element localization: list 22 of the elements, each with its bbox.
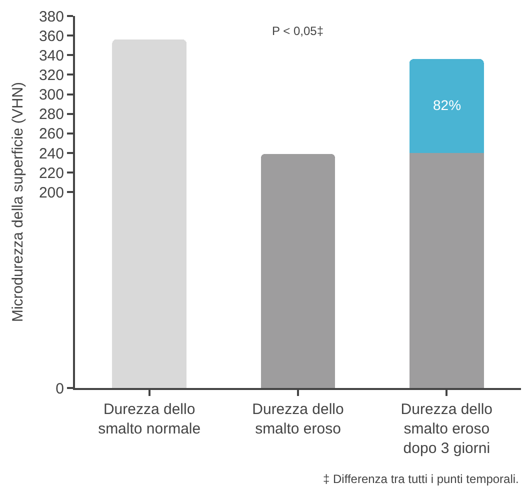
- bar: [112, 39, 186, 388]
- y-tick-label: 280: [38, 106, 64, 124]
- y-tick-label: 260: [38, 126, 64, 143]
- x-tick-label: Durezza dello smalto eroso dopo 3 giorni: [400, 401, 493, 457]
- y-axis-title: Microdurezza della superficie (VHN): [10, 82, 27, 322]
- annotation: P < 0,05‡: [272, 24, 324, 38]
- y-tick-label: 360: [38, 28, 64, 45]
- y-tick-label: 0: [56, 380, 64, 398]
- y-tick-label: 200: [38, 184, 64, 202]
- y-tick-label: 300: [38, 86, 64, 104]
- y-tick-label: 340: [38, 47, 64, 64]
- text: ‡ Differenza tra tutti i punti temporali.: [323, 472, 519, 486]
- bar: [260, 154, 336, 388]
- y-tick-label: 220: [38, 164, 64, 182]
- bar: [410, 153, 484, 388]
- y-tick-label: 380: [38, 8, 64, 26]
- x-tick-label: Durezza dello smalto eroso: [252, 401, 344, 438]
- bar: [410, 59, 484, 154]
- annotation: 82%: [433, 97, 462, 113]
- x-tick-label: Durezza dello smalto normale: [98, 401, 201, 438]
- y-tick-label: 240: [38, 145, 64, 162]
- y-tick-label: 320: [38, 66, 64, 84]
